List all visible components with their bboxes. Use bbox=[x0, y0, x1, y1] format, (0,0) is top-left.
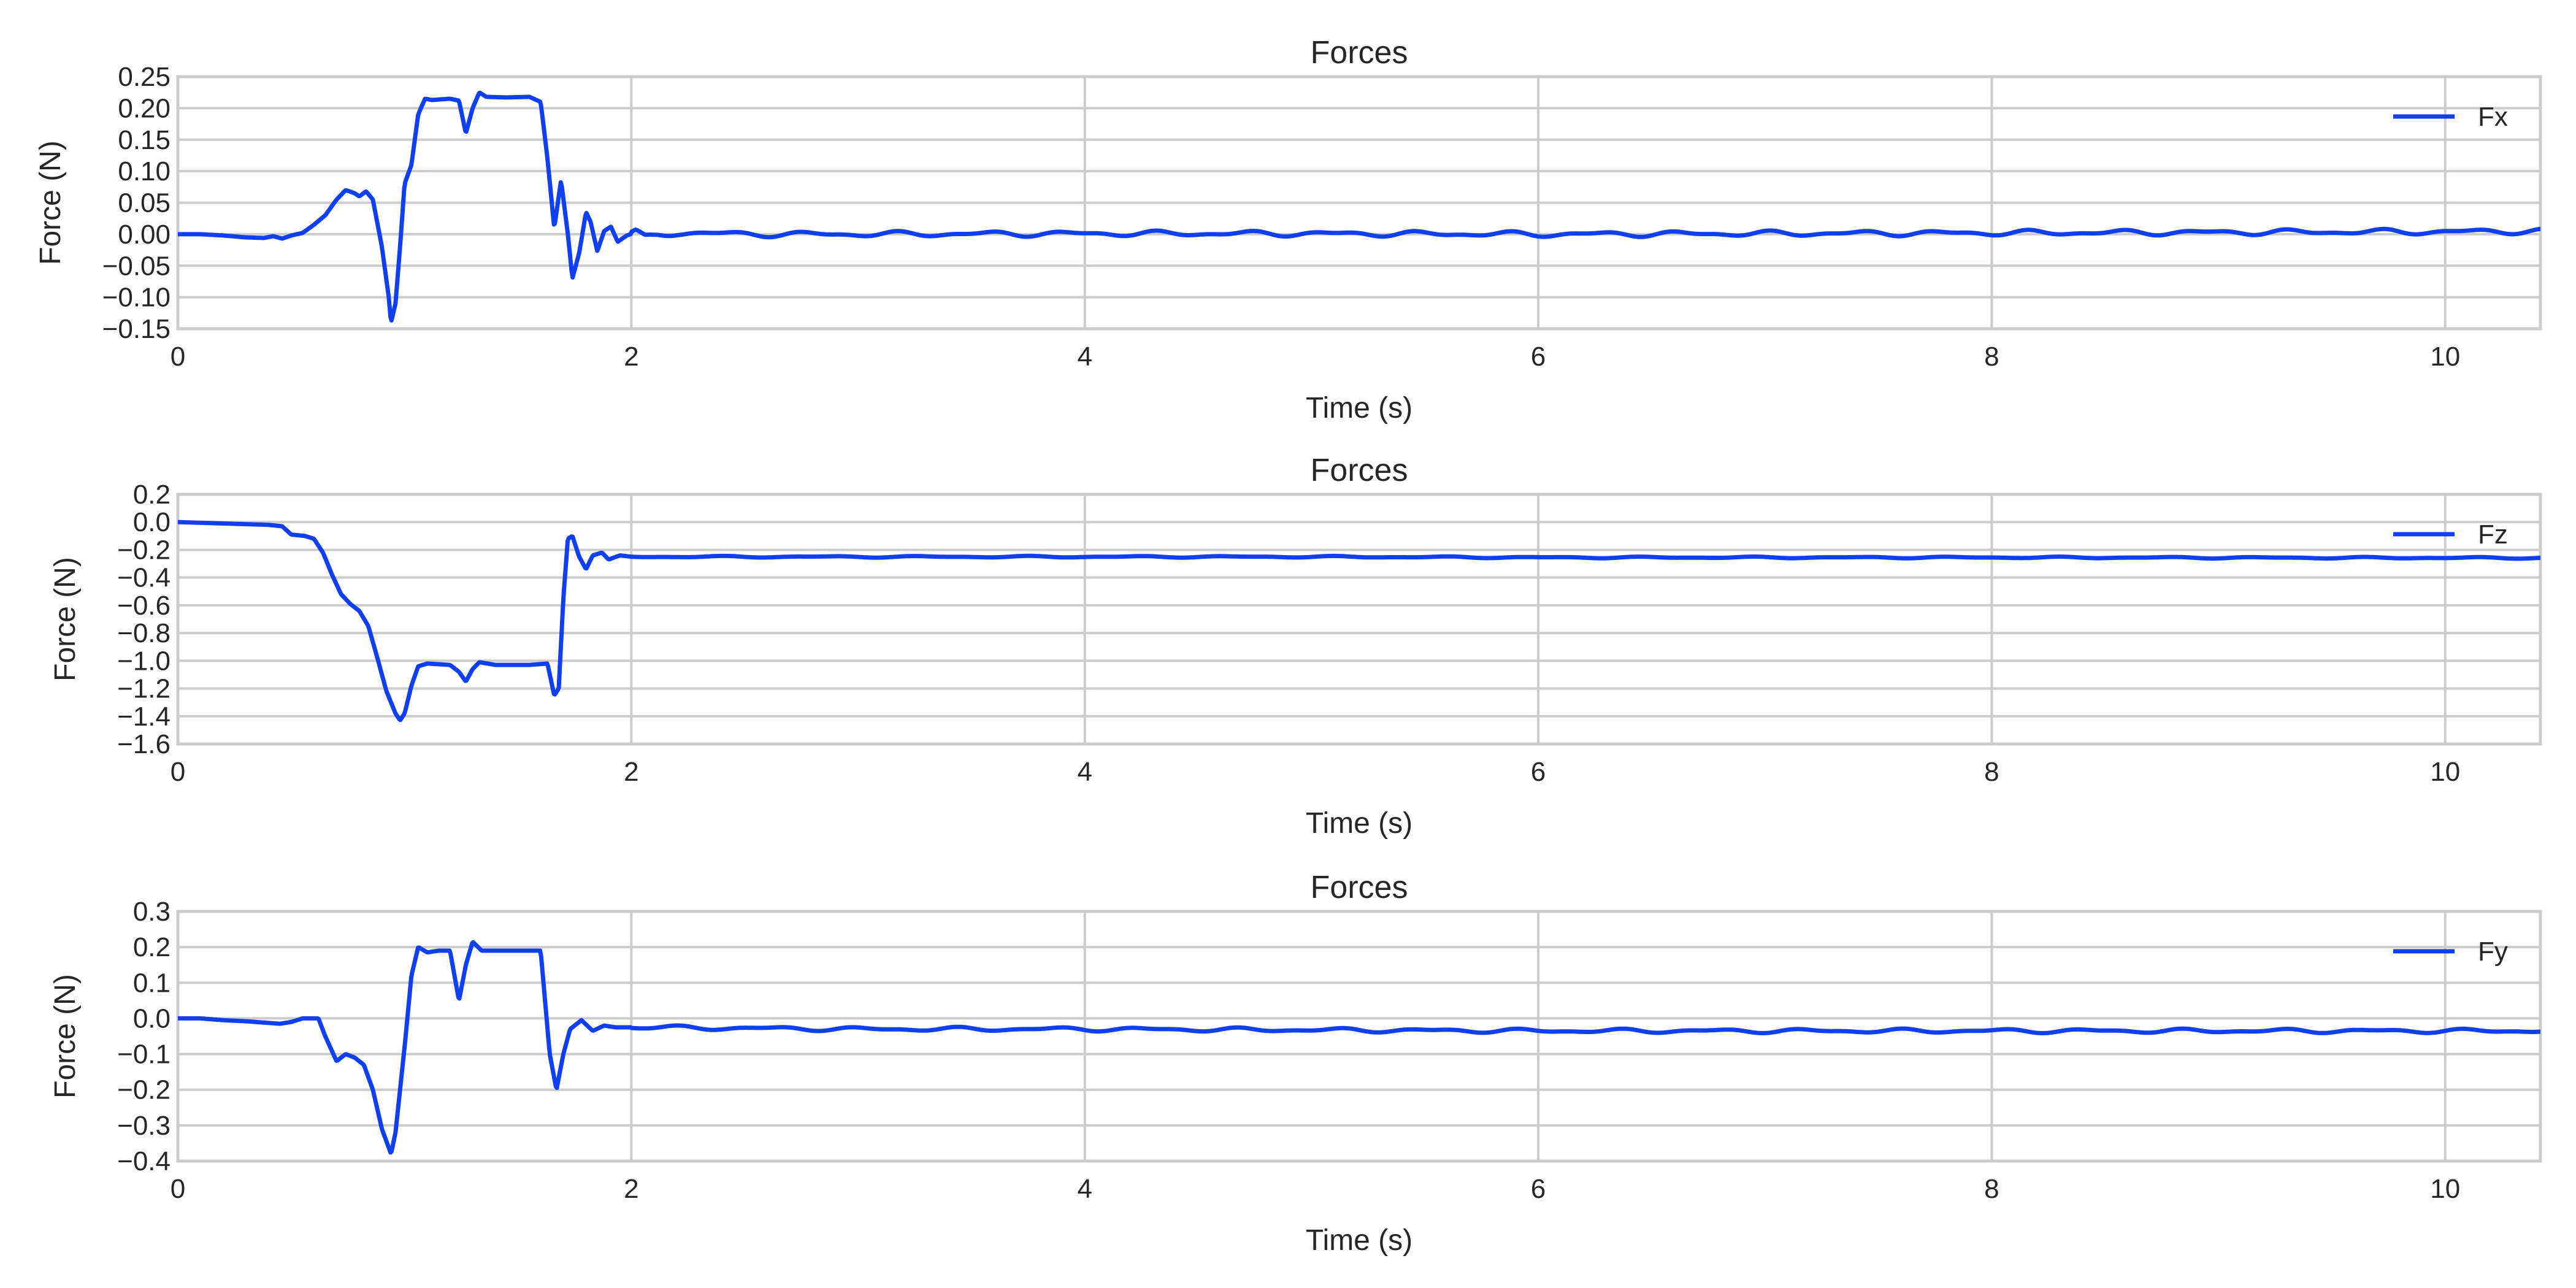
x-tick-label: 4 bbox=[1077, 757, 1092, 787]
x-tick-label: 2 bbox=[624, 1174, 638, 1204]
y-tick-label: −0.15 bbox=[102, 314, 171, 344]
y-tick-label: −0.3 bbox=[117, 1111, 171, 1141]
x-tick-label: 8 bbox=[1984, 757, 1999, 787]
chart-panel-2: 0 2 4 6 8 10−1.6−1.4−1.2−1.0−0.8−0.6−0.4−0.20… bbox=[49, 453, 2542, 840]
y-tick-label: −0.2 bbox=[117, 535, 171, 565]
y-tick-label: 0.10 bbox=[118, 156, 171, 186]
y-tick-label: 0.0 bbox=[133, 1003, 171, 1033]
x-tick-label: 2 bbox=[624, 342, 638, 372]
x-axis-label: Time (s) bbox=[1306, 1224, 1413, 1257]
y-axis-label: Force (N) bbox=[49, 557, 82, 681]
legend-label: Fz bbox=[2478, 519, 2508, 550]
x-tick-label: 10 bbox=[2430, 1174, 2460, 1204]
series-line-fy bbox=[178, 940, 2540, 1155]
y-tick-label: −0.4 bbox=[117, 1146, 171, 1176]
x-tick-label: 6 bbox=[1531, 1174, 1546, 1204]
legend-label: Fy bbox=[2478, 937, 2508, 967]
y-tick-label: −0.10 bbox=[102, 283, 171, 313]
y-tick-label: −0.1 bbox=[117, 1040, 171, 1070]
x-tick-label: 0 bbox=[171, 757, 185, 787]
y-tick-label: −1.2 bbox=[117, 674, 171, 704]
y-tick-label: 0.15 bbox=[118, 125, 171, 155]
x-axis-label: Time (s) bbox=[1306, 807, 1413, 840]
plot-frame bbox=[176, 493, 2542, 746]
y-tick-label: 0.2 bbox=[133, 480, 171, 510]
x-axis-label: Time (s) bbox=[1306, 392, 1413, 424]
y-tick-label: 0.0 bbox=[133, 507, 171, 537]
x-tick-label: 8 bbox=[1984, 342, 1999, 372]
chart-panel-1: 0 2 4 6 8 10−0.15−0.10−0.050.000.050.100.150.… bbox=[34, 35, 2542, 424]
x-tick-label: 4 bbox=[1077, 342, 1092, 372]
y-tick-label: 0.2 bbox=[133, 932, 171, 962]
x-tick-label: 0 bbox=[171, 1174, 185, 1204]
legend-label: Fx bbox=[2478, 102, 2508, 132]
chart-title: Forces bbox=[1311, 35, 1408, 71]
y-axis-label: Force (N) bbox=[34, 140, 67, 265]
series-line-fx bbox=[178, 90, 2540, 323]
chart-title: Forces bbox=[1311, 870, 1408, 905]
series-line-fz bbox=[178, 519, 2540, 723]
x-tick-label: 8 bbox=[1984, 1174, 1999, 1204]
y-tick-label: −0.6 bbox=[117, 591, 171, 621]
plot-frame bbox=[176, 75, 2542, 331]
y-tick-label: 0.05 bbox=[118, 188, 171, 218]
x-tick-label: 6 bbox=[1531, 757, 1546, 787]
chart-title: Forces bbox=[1311, 453, 1408, 488]
y-tick-label: 0.20 bbox=[118, 93, 171, 123]
x-tick-label: 0 bbox=[171, 342, 185, 372]
y-tick-label: −0.05 bbox=[102, 251, 171, 281]
y-tick-label: −0.2 bbox=[117, 1075, 171, 1105]
x-tick-label: 2 bbox=[624, 757, 638, 787]
y-tick-label: 0.3 bbox=[133, 897, 171, 927]
chart-panel-3: 0 2 4 6 8 10 −0.4 −0.3 −0.2 −0.1 0.0 0.1 0.2 0.3 Force… bbox=[49, 870, 2542, 1257]
x-tick-label: 10 bbox=[2430, 757, 2460, 787]
y-axis-label: Force (N) bbox=[49, 974, 82, 1098]
y-tick-label: −0.4 bbox=[117, 563, 171, 593]
y-tick-label: 0.25 bbox=[118, 62, 171, 92]
plot-frame bbox=[176, 910, 2542, 1163]
y-tick-label: −0.8 bbox=[117, 618, 171, 648]
x-tick-label: 10 bbox=[2430, 342, 2460, 372]
y-tick-label: 0.1 bbox=[133, 968, 171, 998]
y-tick-label: −1.4 bbox=[117, 702, 171, 732]
y-tick-label: −1.0 bbox=[117, 646, 171, 676]
y-tick-label: −1.6 bbox=[117, 729, 171, 759]
x-tick-label: 4 bbox=[1077, 1174, 1092, 1204]
y-tick-label: 0.00 bbox=[118, 220, 171, 250]
x-tick-label: 6 bbox=[1531, 342, 1546, 372]
